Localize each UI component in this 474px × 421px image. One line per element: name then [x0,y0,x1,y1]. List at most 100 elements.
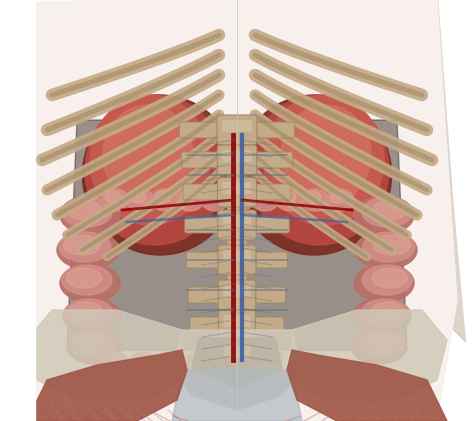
Polygon shape [17,0,457,421]
Ellipse shape [354,196,414,234]
Ellipse shape [373,200,408,220]
FancyBboxPatch shape [185,217,223,233]
Ellipse shape [65,299,113,327]
Ellipse shape [60,196,120,234]
Ellipse shape [361,299,409,327]
Ellipse shape [362,197,412,227]
Polygon shape [287,350,447,421]
Ellipse shape [155,191,171,203]
Polygon shape [0,0,90,350]
FancyBboxPatch shape [188,287,223,303]
Ellipse shape [101,189,129,211]
Ellipse shape [176,189,204,211]
Polygon shape [172,330,302,410]
FancyBboxPatch shape [192,347,224,363]
FancyBboxPatch shape [252,122,294,138]
FancyBboxPatch shape [224,345,250,357]
Ellipse shape [74,334,104,350]
Ellipse shape [156,352,186,378]
FancyBboxPatch shape [219,310,255,340]
FancyBboxPatch shape [218,245,256,275]
Polygon shape [192,338,282,388]
Ellipse shape [59,232,111,262]
Polygon shape [172,370,302,421]
FancyBboxPatch shape [222,182,252,194]
FancyBboxPatch shape [183,184,222,200]
Ellipse shape [372,302,404,320]
Polygon shape [439,0,474,421]
FancyBboxPatch shape [250,317,284,333]
FancyBboxPatch shape [218,280,256,310]
Ellipse shape [100,352,130,378]
Polygon shape [27,350,187,421]
FancyBboxPatch shape [181,152,222,168]
Ellipse shape [82,95,237,255]
Ellipse shape [85,95,225,245]
Ellipse shape [67,330,122,364]
FancyBboxPatch shape [227,202,247,224]
Ellipse shape [64,235,100,255]
Ellipse shape [353,298,411,334]
Ellipse shape [370,334,400,350]
Ellipse shape [264,95,384,225]
FancyBboxPatch shape [186,252,223,268]
Ellipse shape [305,191,321,203]
Ellipse shape [70,331,115,357]
Ellipse shape [66,200,101,220]
Ellipse shape [103,105,193,205]
Ellipse shape [180,191,196,203]
Polygon shape [27,310,182,400]
FancyBboxPatch shape [227,235,247,257]
Ellipse shape [205,191,221,203]
FancyBboxPatch shape [227,305,247,327]
Ellipse shape [373,268,408,288]
FancyBboxPatch shape [251,287,286,303]
Ellipse shape [66,268,101,288]
Polygon shape [292,310,447,400]
FancyBboxPatch shape [252,152,293,168]
FancyBboxPatch shape [222,150,252,162]
Ellipse shape [354,264,414,302]
FancyBboxPatch shape [227,140,247,162]
FancyBboxPatch shape [217,145,257,175]
FancyBboxPatch shape [218,210,256,240]
Polygon shape [384,0,474,350]
FancyBboxPatch shape [227,270,247,292]
FancyBboxPatch shape [223,215,251,227]
Polygon shape [67,120,407,350]
Ellipse shape [281,105,371,205]
FancyBboxPatch shape [227,365,247,387]
Ellipse shape [230,191,246,203]
Ellipse shape [151,189,179,211]
FancyBboxPatch shape [222,120,252,132]
Ellipse shape [363,232,415,262]
FancyBboxPatch shape [250,347,282,363]
Ellipse shape [60,264,120,302]
Ellipse shape [326,189,354,211]
FancyBboxPatch shape [252,184,291,200]
FancyBboxPatch shape [180,122,222,138]
Ellipse shape [90,95,210,225]
Ellipse shape [212,352,242,378]
Ellipse shape [62,265,112,295]
Ellipse shape [352,330,407,364]
Ellipse shape [374,235,410,255]
Ellipse shape [280,191,296,203]
Ellipse shape [126,189,154,211]
Ellipse shape [255,191,271,203]
Ellipse shape [301,189,329,211]
Ellipse shape [355,231,417,269]
Ellipse shape [128,352,158,378]
Ellipse shape [362,265,412,295]
Ellipse shape [184,352,214,378]
Ellipse shape [330,191,346,203]
Ellipse shape [130,191,146,203]
FancyBboxPatch shape [224,315,250,327]
FancyBboxPatch shape [227,170,247,192]
FancyBboxPatch shape [190,317,224,333]
FancyBboxPatch shape [227,335,247,357]
Ellipse shape [63,298,121,334]
FancyBboxPatch shape [223,285,251,297]
FancyBboxPatch shape [217,115,257,145]
Ellipse shape [201,189,229,211]
